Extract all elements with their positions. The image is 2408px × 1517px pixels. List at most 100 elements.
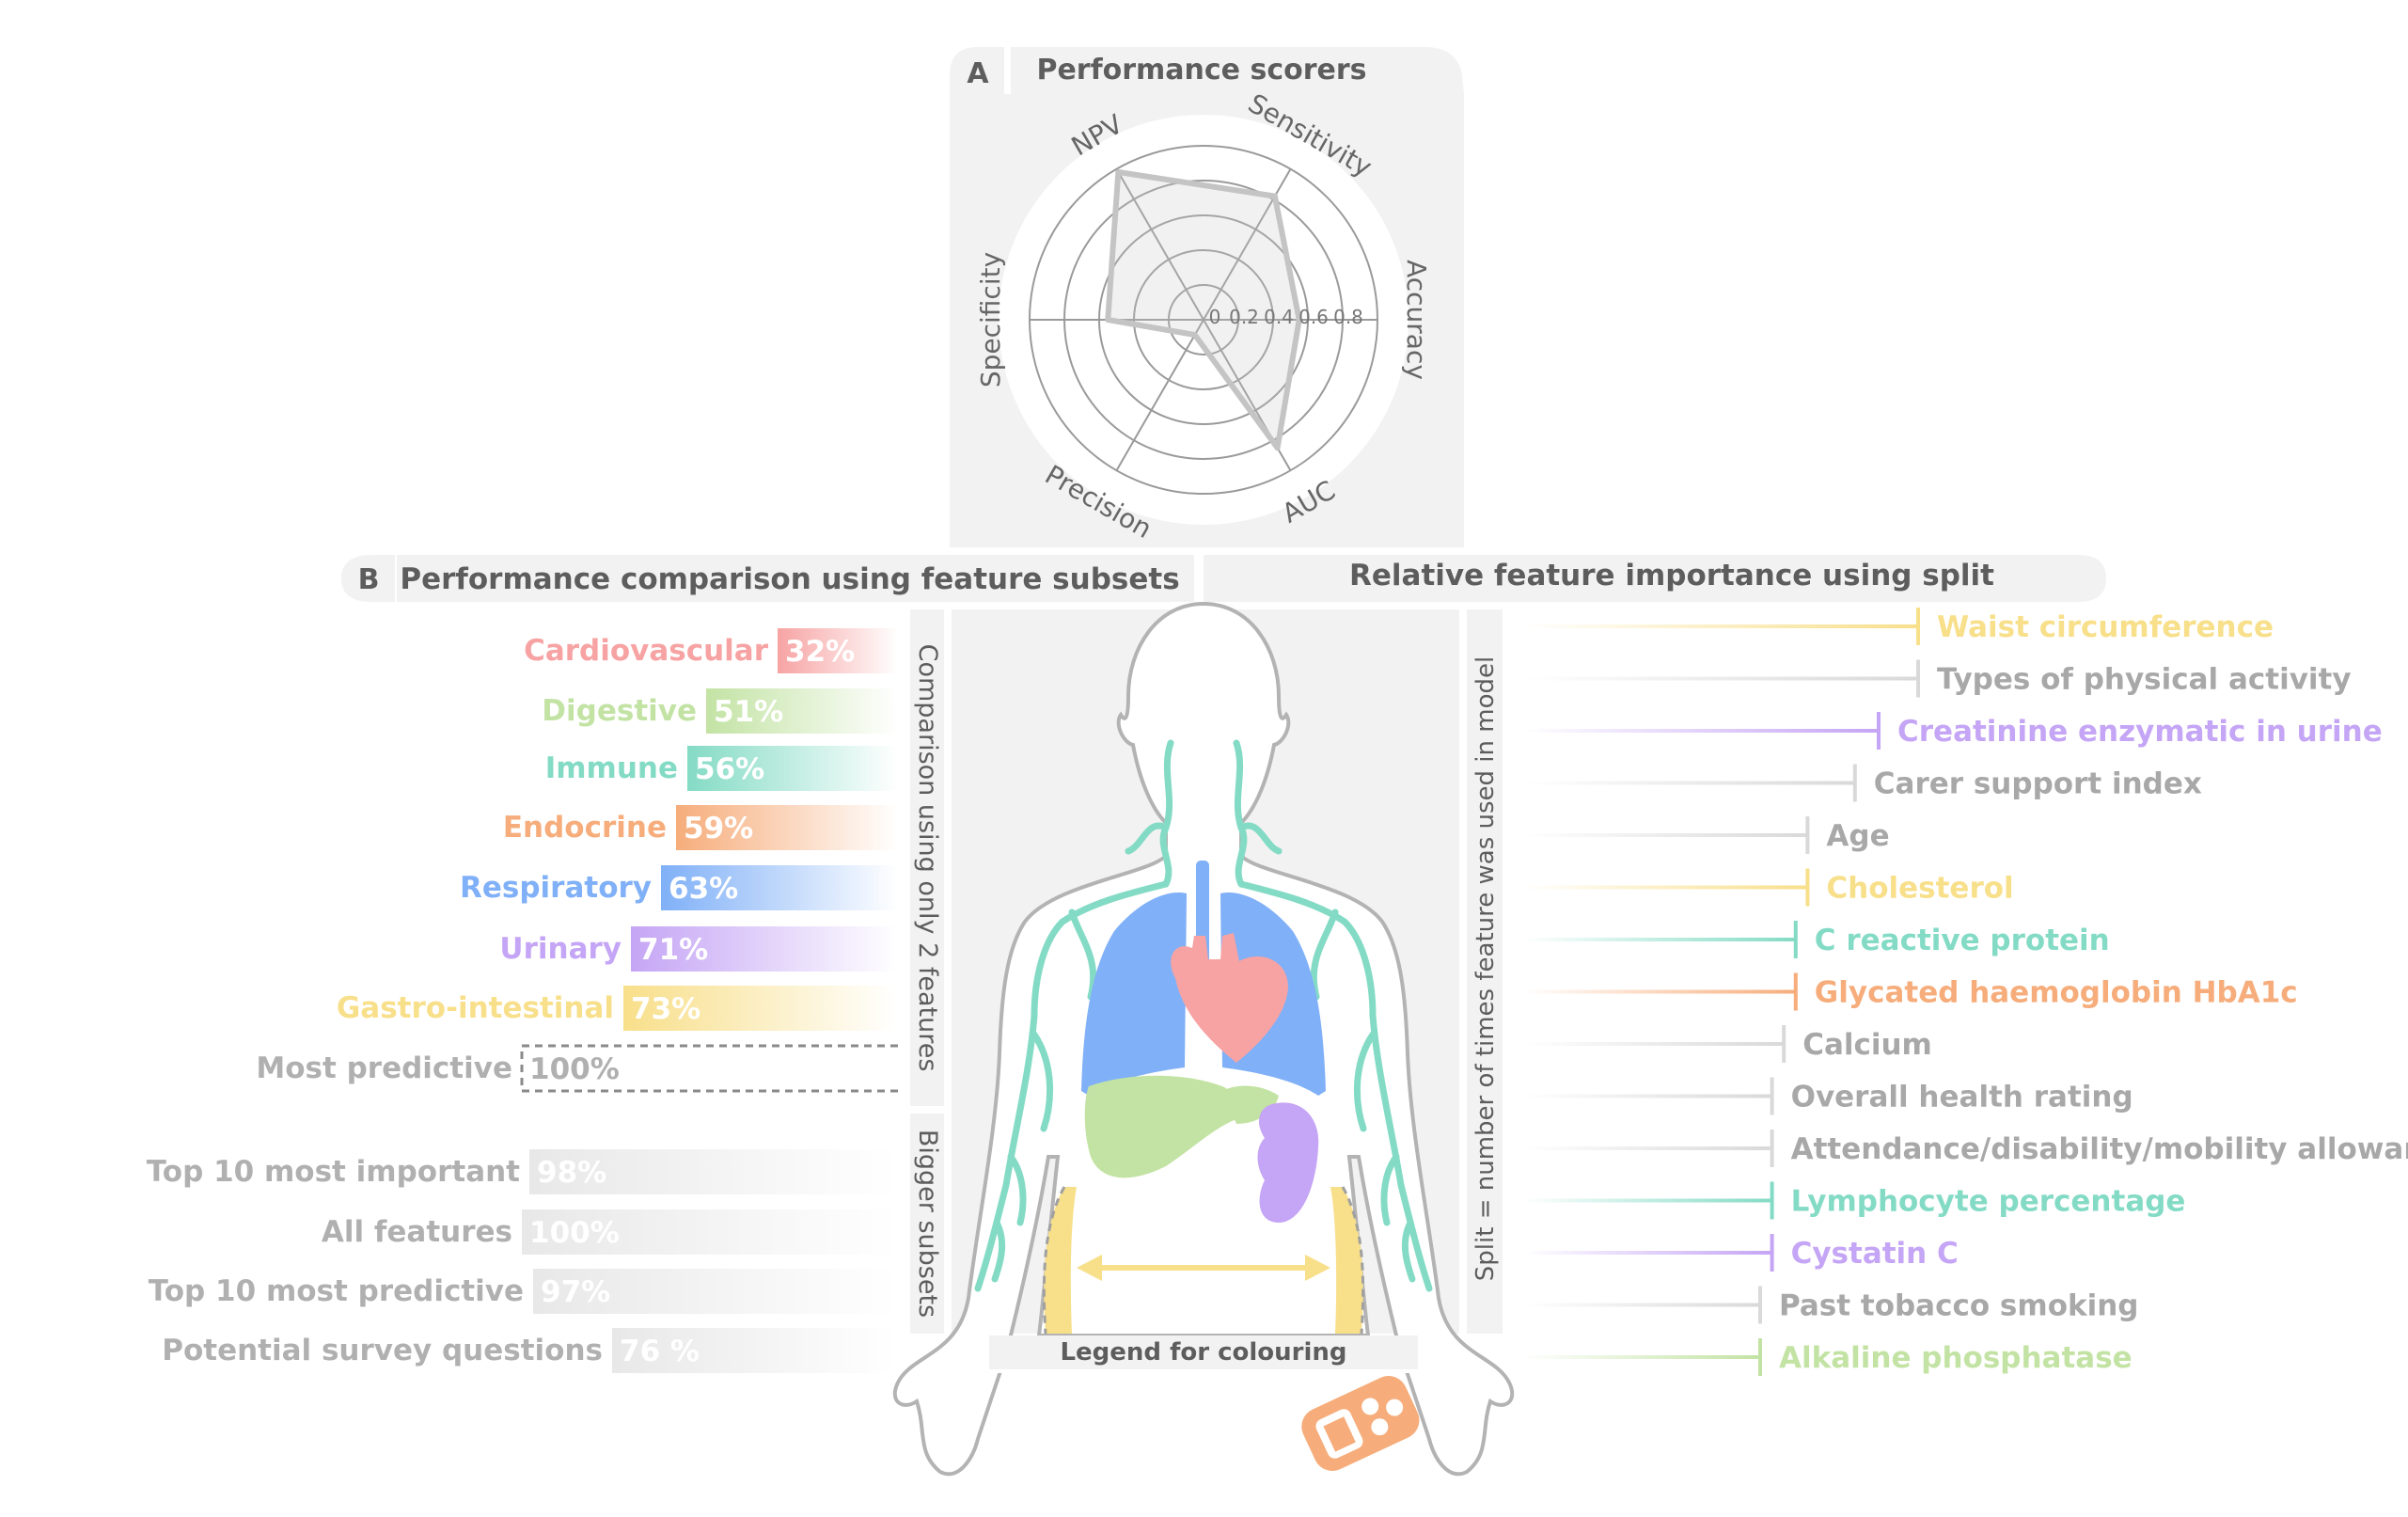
glucose-meter-icon (1301, 1375, 1420, 1471)
split-axis-label: Split = number of times feature was used… (1472, 656, 1500, 1281)
bar-endocrine (676, 805, 898, 850)
importance-tick-attendance-disability-mobility-allowance (1770, 1130, 1774, 1167)
importance-tick-alkaline-phosphatase (1758, 1338, 1762, 1376)
importance-label: Creatinine enzymatic in urine (1897, 715, 2383, 749)
bar-value-label: 63% (669, 872, 738, 906)
bar-value-label: 100% (529, 1052, 620, 1086)
importance-tick-calcium (1782, 1025, 1786, 1063)
radar-tick-label: 0.2 (1229, 306, 1259, 328)
importance-line-past-tobacco-smoking (1523, 1303, 1760, 1307)
bar-all-features (522, 1209, 898, 1255)
side-label-bottom: Bigger subsets (913, 1130, 942, 1318)
importance-label: Past tobacco smoking (1779, 1289, 2139, 1323)
immune-vessels (974, 739, 1433, 1292)
bar-top-10-most-important (529, 1149, 898, 1194)
radar-tick-label: 0 (1209, 306, 1221, 328)
importance-label: Attendance/disability/mobility allowance (1791, 1132, 2408, 1166)
importance-line-glycated-haemoglobin-hba1c (1523, 989, 1796, 994)
bar-value-label: 76 % (620, 1335, 700, 1368)
waist-right-dash (1341, 1186, 1365, 1335)
bar-category-label: Endocrine (503, 811, 667, 845)
importance-line-waist-circumference (1523, 624, 1918, 628)
waist-left-dash (1042, 1186, 1066, 1335)
bar-respiratory (661, 865, 898, 910)
bar-category-label: All features (322, 1215, 512, 1249)
bar-value-label: 73% (631, 992, 700, 1026)
panel-b-letter-tab (341, 555, 395, 602)
panel-a-title-tab (1011, 47, 1464, 94)
importance-line-age (1523, 833, 1808, 837)
bar-category-label: Top 10 most important (147, 1155, 520, 1189)
importance-line-creatinine-enzymatic-in-urine (1523, 729, 1879, 733)
feature-importance: Split = number of times feature was used… (1467, 608, 2408, 1376)
panel-a-title: Performance scorers (1036, 54, 1366, 87)
importance-line-cholesterol (1523, 885, 1808, 890)
importance-line-carer-support-index (1523, 781, 1855, 785)
importance-label: Alkaline phosphatase (1779, 1341, 2133, 1375)
bar-category-label: Immune (545, 751, 678, 785)
radar-spoke (1115, 319, 1204, 471)
radar-axis-label-accuracy: Accuracy (1401, 260, 1432, 380)
panel-b: B Performance comparison using feature s… (147, 555, 2106, 1373)
bar-urinary (631, 926, 898, 972)
body-illustration: Legend for colouring (892, 601, 1515, 1477)
panel-b-left-title-tab (397, 555, 1194, 602)
bar-immune (687, 746, 898, 791)
legend-caption: Legend for colouring (1060, 1338, 1346, 1367)
bar-category-label: Respiratory (460, 871, 652, 905)
bar-value-label: 56% (695, 752, 764, 786)
importance-tick-glycated-haemoglobin-hba1c (1793, 972, 1798, 1011)
panel-a: A Performance scorers 0 0.2 0.4 0.6 0.8Sensi… (950, 47, 1464, 547)
bar-digestive (706, 688, 898, 734)
importance-tick-creatinine-enzymatic-in-urine (1877, 712, 1881, 750)
importance-tick-age (1805, 816, 1810, 854)
bar-gastro-intestinal (623, 986, 898, 1031)
bar-value-label: 32% (785, 635, 855, 669)
panel-b-right-title: Relative feature importance using split (1349, 559, 1994, 593)
radar-spoke (1115, 168, 1204, 321)
bar-category-label: Top 10 most predictive (149, 1274, 524, 1308)
importance-label: Types of physical activity (1937, 663, 2352, 697)
radar-tick-label: 0.4 (1264, 306, 1294, 328)
importance-line-cystatin-c (1523, 1251, 1772, 1255)
legend-caption-bar (989, 1335, 1418, 1369)
importance-label: Glycated haemoglobin HbA1c (1815, 976, 2298, 1010)
radar-axis-label-specificity: Specificity (975, 252, 1006, 387)
importance-label: Age (1826, 819, 1889, 853)
importance-tick-c-reactive-protein (1793, 921, 1798, 958)
importance-tick-lymphocyte-percentage (1770, 1181, 1774, 1220)
importance-tick-overall-health-rating (1770, 1077, 1774, 1115)
radar-tick-label: 0.6 (1298, 306, 1329, 328)
importance-label: C reactive protein (1815, 924, 2110, 957)
importance-label: Overall health rating (1791, 1081, 2133, 1114)
bar-value-label: 59% (684, 812, 753, 845)
importance-line-types-of-physical-activity (1523, 676, 1918, 681)
importance-line-overall-health-rating (1523, 1094, 1772, 1098)
importance-label: Cystatin C (1791, 1237, 1959, 1271)
bar-value-label: 71% (638, 933, 708, 967)
subset-bar-chart: 32% Cardiovascular 51% Digestive 56% Immune59… (147, 628, 898, 1373)
panel-a-letter-tab (950, 47, 1004, 94)
radar-series (1105, 168, 1302, 451)
bar-category-label: Most predictive (256, 1051, 512, 1085)
waist-left (1044, 1187, 1077, 1334)
bar-outline-most-predictive (520, 1044, 898, 1093)
kidney (1257, 1102, 1319, 1223)
side-label-top: Comparison using only 2 features (913, 644, 942, 1072)
importance-line-calcium (1523, 1042, 1785, 1046)
importance-label: Cholesterol (1826, 872, 2013, 906)
bar-value-label: 100% (529, 1216, 620, 1250)
bar-category-label: Digestive (542, 694, 697, 728)
split-axis-strip (1467, 609, 1503, 1334)
panel-b-right-title-tab (1204, 555, 2106, 602)
importance-tick-cystatin-c (1770, 1234, 1774, 1272)
importance-tick-past-tobacco-smoking (1758, 1286, 1762, 1324)
importance-tick-cholesterol (1805, 868, 1810, 907)
bar-top-10-most-predictive (533, 1269, 898, 1314)
importance-label: Calcium (1802, 1028, 1932, 1062)
importance-label: Carer support index (1874, 767, 2202, 801)
bar-category-label: Cardiovascular (524, 634, 769, 668)
heart (1171, 933, 1288, 1063)
side-strip-top (910, 609, 944, 1106)
